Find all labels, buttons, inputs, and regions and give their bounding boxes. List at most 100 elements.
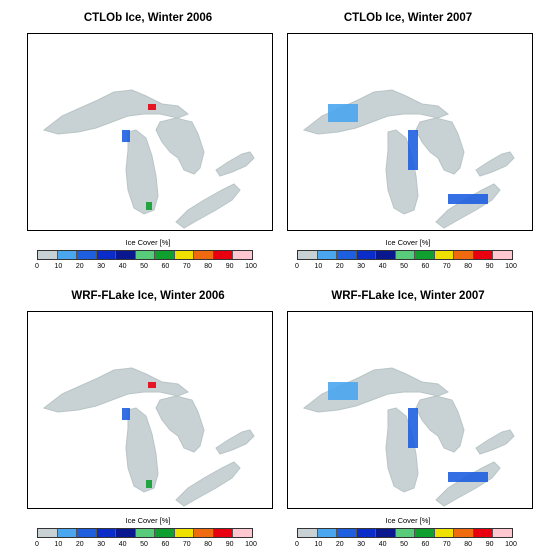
colorbar-segment <box>395 529 416 537</box>
colorbar-tick-label: 30 <box>97 541 106 548</box>
colorbar-tick-label: 30 <box>357 541 366 548</box>
colorbar-tick-label: 10 <box>314 541 323 548</box>
colorbar-segment <box>233 529 253 537</box>
lake-michigan-shape <box>125 407 159 493</box>
panel-ctlob-2006: CTLOb Ice, Winter 2006 Ice Cover [%] 0 10… <box>24 12 273 274</box>
colorbar-segment <box>194 529 214 537</box>
colorbar-segment <box>38 529 58 537</box>
colorbar-label: Ice Cover [%] <box>125 516 171 525</box>
lake-ontario-shape <box>215 151 255 177</box>
colorbar-tick-label: 80 <box>204 263 213 270</box>
lake-erie-shape <box>435 461 501 507</box>
colorbar-tick-label: 20 <box>75 263 84 270</box>
colorbar-segment <box>493 251 513 259</box>
colorbar-segment <box>38 251 58 259</box>
lake-huron-shape <box>155 395 205 453</box>
colorbar-segment <box>155 529 175 537</box>
colorbar-tick-label: 0 <box>35 263 39 270</box>
lake-ontario-shape <box>475 429 515 455</box>
colorbar-tick-label: 70 <box>182 541 191 548</box>
colorbar-segment <box>434 251 455 259</box>
colorbar-segment <box>194 251 214 259</box>
panel-title: CTLOb Ice, Winter 2006 <box>83 12 213 24</box>
lakes-svg <box>302 367 515 507</box>
colorbar-tick-label: 60 <box>421 541 430 548</box>
colorbar-ticks: 0 10 20 30 40 50 60 70 80 90 100 <box>35 541 257 551</box>
colorbar-tick-label: 60 <box>161 541 170 548</box>
colorbar-segment <box>213 529 234 537</box>
panel-title: CTLOb Ice, Winter 2007 <box>343 12 473 24</box>
ice-cell-patch <box>408 408 418 448</box>
colorbar-tick-label: 80 <box>204 541 213 548</box>
colorbar-segment <box>135 529 156 537</box>
colorbar-tick-label: 20 <box>335 263 344 270</box>
ice-map <box>27 311 273 509</box>
colorbar-label: Ice Cover [%] <box>385 516 431 525</box>
lakes-svg <box>42 367 255 507</box>
colorbar-segment <box>96 529 117 537</box>
colorbar-tick-label: 50 <box>140 263 148 270</box>
colorbar-tick-label: 70 <box>182 263 191 270</box>
colorbar <box>37 528 253 538</box>
colorbar-segment <box>116 251 136 259</box>
colorbar-segment <box>454 251 474 259</box>
colorbar-segment <box>116 529 136 537</box>
colorbar-tick-label: 70 <box>442 263 451 270</box>
colorbar-segment <box>155 251 175 259</box>
colorbar-tick-label: 100 <box>505 263 517 270</box>
ice-cell-patch <box>146 480 152 488</box>
colorbar-tick-label: 30 <box>97 263 106 270</box>
lake-ontario-shape <box>215 429 255 455</box>
colorbar-segment <box>415 251 435 259</box>
ice-map <box>287 311 533 509</box>
ice-cell-patch <box>148 382 156 388</box>
lake-huron-shape <box>155 117 205 175</box>
lake-superior-shape <box>42 367 189 413</box>
colorbar-tick-label: 50 <box>400 263 408 270</box>
colorbar-tick-label: 10 <box>54 263 63 270</box>
ice-map <box>27 33 273 231</box>
colorbar-segment <box>213 251 234 259</box>
ice-cell-patch <box>448 194 488 204</box>
colorbar-tick-label: 0 <box>295 263 299 270</box>
colorbar-tick-label: 50 <box>140 541 148 548</box>
ice-map <box>287 33 533 231</box>
lake-erie-shape <box>175 183 241 229</box>
colorbar-tick-label: 90 <box>225 263 234 270</box>
colorbar-tick-label: 60 <box>421 263 430 270</box>
colorbar-tick-label: 20 <box>75 541 84 548</box>
lake-michigan-shape <box>125 129 159 215</box>
colorbar-ticks: 0 10 20 30 40 50 60 70 80 90 100 <box>35 263 257 273</box>
panel-ctlob-2007: CTLOb Ice, Winter 2007 Ice Cover [%] 0 10… <box>284 12 533 274</box>
colorbar-segment <box>174 529 195 537</box>
colorbar <box>297 528 513 538</box>
ice-cell-patch <box>328 382 358 400</box>
colorbar-tick-label: 40 <box>118 263 127 270</box>
panel-title: WRF-FLake Ice, Winter 2007 <box>331 290 485 302</box>
colorbar-segment <box>415 529 435 537</box>
colorbar-segment <box>317 529 338 537</box>
colorbar-segment <box>454 529 474 537</box>
colorbar-segment <box>77 251 97 259</box>
colorbar <box>297 250 513 260</box>
colorbar-segment <box>337 251 357 259</box>
panel-wrf-flake-2007: WRF-FLake Ice, Winter 2007 Ice Cover [%]… <box>284 290 533 552</box>
colorbar-segment <box>493 529 513 537</box>
colorbar-segment <box>298 251 318 259</box>
colorbar-tick-label: 100 <box>245 541 257 548</box>
lake-erie-shape <box>175 461 241 507</box>
colorbar-segment <box>473 529 494 537</box>
colorbar-tick-label: 50 <box>400 541 408 548</box>
colorbar-tick-label: 0 <box>295 541 299 548</box>
ice-cell-patch <box>448 472 488 482</box>
colorbar-tick-label: 70 <box>442 541 451 548</box>
colorbar-label: Ice Cover [%] <box>385 238 431 247</box>
colorbar-tick-label: 60 <box>161 263 170 270</box>
lake-superior-shape <box>42 89 189 135</box>
ice-cell-patch <box>146 202 152 210</box>
lakes-svg <box>42 89 255 229</box>
colorbar-segment <box>135 251 156 259</box>
colorbar-segment <box>337 529 357 537</box>
colorbar-tick-label: 90 <box>225 541 234 548</box>
colorbar-tick-label: 90 <box>485 263 494 270</box>
